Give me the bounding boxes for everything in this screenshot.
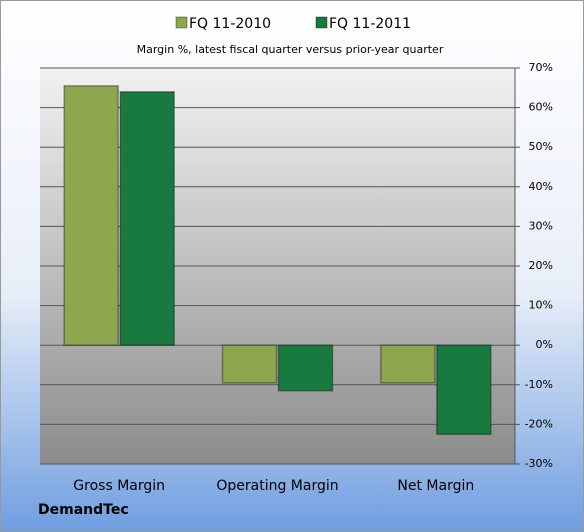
chart-title: Margin %, latest fiscal quarter versus p… <box>137 43 444 56</box>
y-tick-label: 40% <box>529 180 553 193</box>
bar <box>221 344 278 384</box>
y-tick-label: -30% <box>525 457 553 470</box>
legend: FQ 11-2010 FQ 11-2011 <box>175 16 411 32</box>
y-tick-label: 20% <box>529 259 553 272</box>
bar <box>380 344 436 384</box>
y-tick-label: 50% <box>529 140 553 153</box>
x-tick-label: Operating Margin <box>216 478 338 494</box>
y-tick-label: 10% <box>529 299 553 312</box>
legend-label: FQ 11-2010 <box>189 16 271 32</box>
y-tick-label: -10% <box>525 378 553 391</box>
bar <box>63 85 119 346</box>
legend-label: FQ 11-2011 <box>329 16 411 32</box>
legend-swatch <box>175 16 188 29</box>
legend-swatch <box>315 16 328 29</box>
y-tick-label: 70% <box>529 61 553 74</box>
x-tick-label: Net Margin <box>397 478 474 494</box>
company-name: DemandTec <box>38 502 129 518</box>
y-tick-label: 0% <box>536 338 553 351</box>
bar <box>436 344 492 436</box>
bar <box>119 91 175 346</box>
bar <box>277 344 334 392</box>
y-tick-label: 60% <box>529 101 553 114</box>
x-tick-label: Gross Margin <box>73 478 165 494</box>
y-tick-label: 30% <box>529 219 553 232</box>
y-tick-label: -20% <box>525 417 553 430</box>
